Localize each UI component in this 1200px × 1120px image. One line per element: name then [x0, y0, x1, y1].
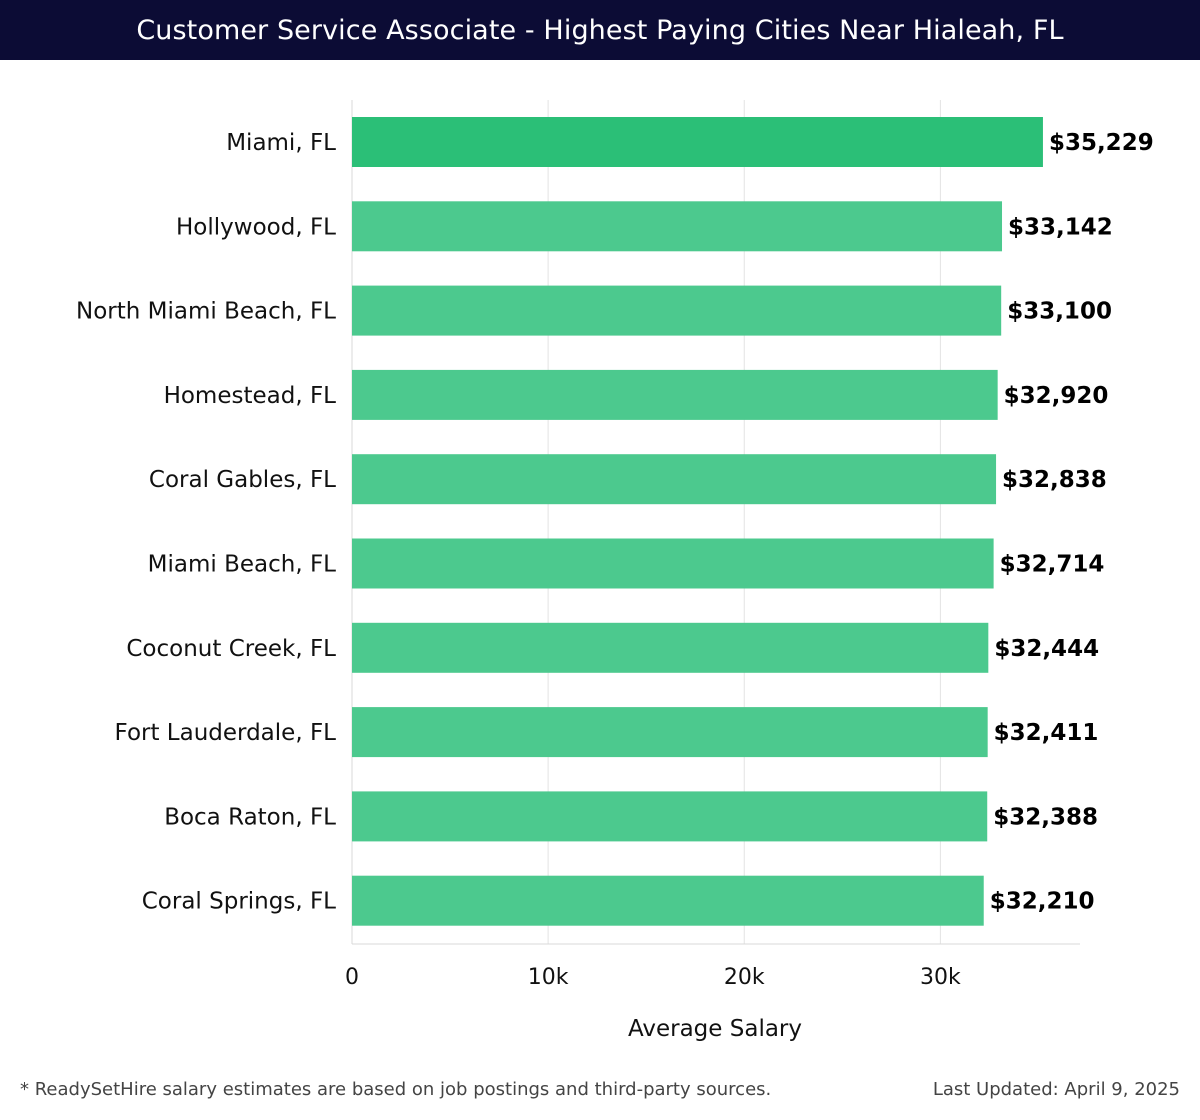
- bar: [352, 201, 1003, 252]
- bar: [352, 875, 984, 926]
- bar: [352, 622, 989, 673]
- x-tick-label: 10k: [528, 965, 569, 990]
- x-axis-ticks: 0 10k 20k 30k: [345, 965, 961, 990]
- category-labels: Miami, FL Hollywood, FL North Miami Beach,…: [76, 130, 336, 915]
- x-axis-title: Average Salary: [628, 1016, 802, 1042]
- category-label: North Miami Beach, FL: [76, 299, 336, 325]
- footnote: * ReadySetHire salary estimates are base…: [20, 1079, 772, 1100]
- value-label: $32,920: [1004, 383, 1109, 409]
- bar: [352, 369, 998, 420]
- category-label: Miami Beach, FL: [148, 552, 337, 578]
- value-labels: $35,229 $33,142 $33,100 $32,920 $32,838 $32,7…: [990, 130, 1154, 915]
- x-tick-label: 0: [345, 965, 359, 990]
- value-label: $35,229: [1049, 130, 1154, 156]
- chart-title: Customer Service Associate - Highest Pay…: [136, 14, 1064, 46]
- value-label: $33,142: [1008, 214, 1113, 240]
- category-label: Coconut Creek, FL: [126, 636, 336, 662]
- bar: [352, 454, 997, 505]
- value-label: $32,838: [1002, 467, 1107, 493]
- category-label: Fort Lauderdale, FL: [115, 720, 337, 746]
- category-label: Hollywood, FL: [176, 214, 336, 240]
- bar: [352, 285, 1002, 336]
- bar-chart: Miami, FL Hollywood, FL North Miami Beach,…: [76, 100, 1154, 1042]
- value-label: $32,444: [994, 636, 1099, 662]
- bar: [352, 707, 988, 758]
- category-label: Miami, FL: [226, 130, 336, 156]
- category-label: Homestead, FL: [164, 383, 337, 409]
- x-tick-label: 30k: [920, 965, 961, 990]
- category-label: Coral Gables, FL: [149, 467, 336, 493]
- category-label: Boca Raton, FL: [164, 804, 336, 830]
- value-label: $32,388: [993, 804, 1098, 830]
- value-label: $33,100: [1007, 299, 1112, 325]
- bars: [352, 117, 1043, 926]
- value-label: $32,411: [994, 720, 1099, 746]
- x-tick-label: 20k: [724, 965, 765, 990]
- category-label: Coral Springs, FL: [142, 889, 336, 915]
- bar: [352, 538, 994, 589]
- value-label: $32,714: [1000, 552, 1105, 578]
- last-updated: Last Updated: April 9, 2025: [932, 1079, 1180, 1100]
- value-label: $32,210: [990, 889, 1095, 915]
- bar: [352, 791, 988, 842]
- chart-title-bar: Customer Service Associate - Highest Pay…: [0, 0, 1200, 60]
- bar: [352, 117, 1043, 167]
